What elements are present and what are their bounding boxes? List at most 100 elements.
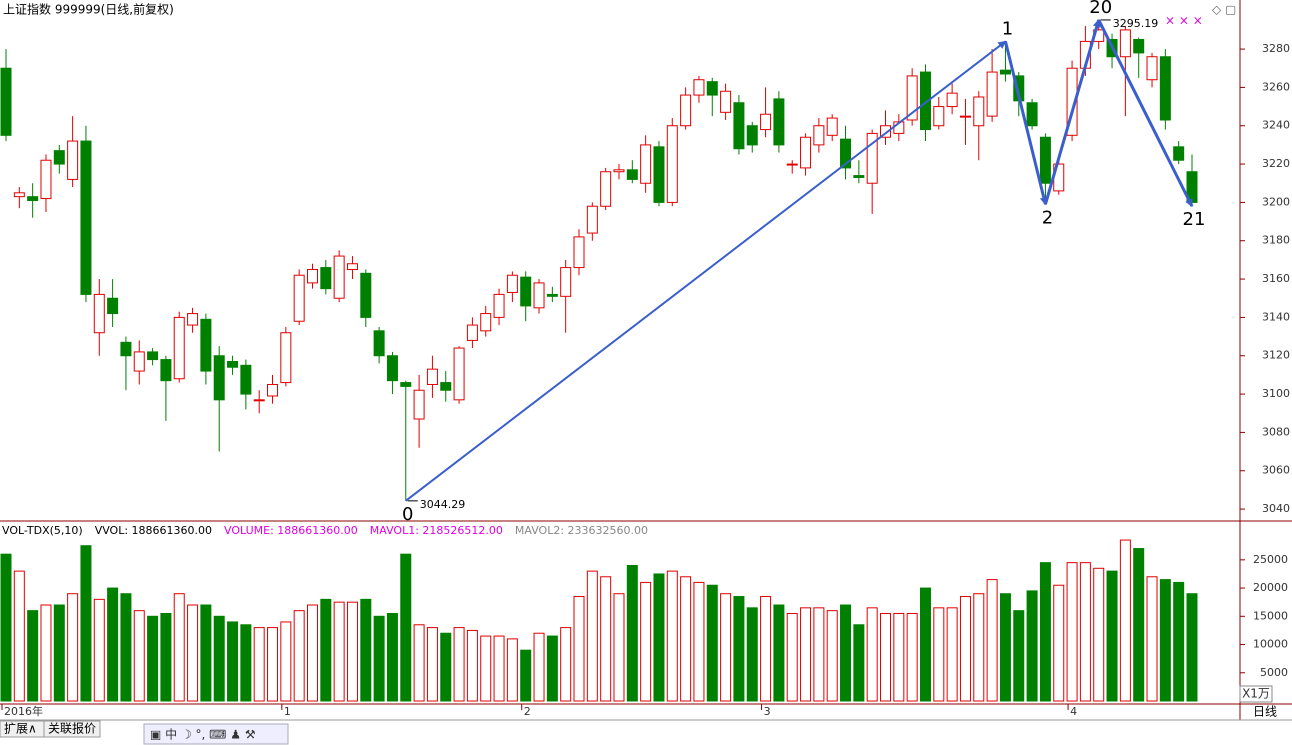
candle-body xyxy=(906,75,918,121)
price-label: 3044.29 xyxy=(420,498,466,511)
candle-body xyxy=(360,272,372,318)
volume-bar xyxy=(720,593,732,702)
wave-label: 0 xyxy=(402,504,413,525)
wave-arrow xyxy=(1097,19,1194,208)
candle-body xyxy=(267,383,279,397)
volume-bar xyxy=(866,607,878,702)
candle-body xyxy=(1066,67,1078,136)
volume-bar xyxy=(933,607,945,702)
candle-body xyxy=(586,205,598,234)
volume-bar xyxy=(840,604,852,702)
volume-bar xyxy=(1159,579,1171,702)
volume-bar xyxy=(440,632,452,702)
volume-bar xyxy=(426,627,438,702)
candle-body xyxy=(733,102,745,150)
candle-body xyxy=(546,293,558,297)
vol-header: VOL-TDX(5,10) xyxy=(2,524,83,537)
volume-bar xyxy=(1146,576,1158,702)
volume-bar xyxy=(240,624,252,702)
volume-bar xyxy=(693,581,705,702)
volume-bar xyxy=(400,553,412,702)
candle-body xyxy=(919,71,931,131)
volume-bar xyxy=(573,596,585,702)
candle-body xyxy=(1119,29,1131,58)
toolbar xyxy=(143,723,289,745)
volume-bar xyxy=(973,593,985,702)
x-tick-label: 2 xyxy=(524,705,531,718)
candle-body xyxy=(506,274,518,293)
icon[interactable]: ◇ ▢ xyxy=(1212,3,1236,17)
candle-body xyxy=(386,355,398,382)
volume-bar xyxy=(160,612,172,702)
volume-bar xyxy=(213,615,225,702)
x-tick-label: 2016年 xyxy=(4,704,43,718)
volume-bar xyxy=(40,604,52,702)
volume-bar xyxy=(200,604,212,702)
wave-arrow xyxy=(1003,41,1048,206)
candle-body xyxy=(1173,146,1185,161)
volume-bar xyxy=(0,553,12,702)
candle-body xyxy=(786,163,798,166)
volume-bar xyxy=(227,621,239,702)
period: 日线 xyxy=(1253,705,1277,719)
candle-body xyxy=(67,140,79,180)
volume-bar xyxy=(999,593,1011,702)
candle-body xyxy=(40,159,52,200)
volume-bar xyxy=(746,607,758,702)
volume-bar xyxy=(826,610,838,702)
candle-body xyxy=(613,169,625,173)
volume-bar xyxy=(346,601,358,702)
volume-bar xyxy=(946,607,958,702)
candle-body xyxy=(413,389,425,420)
volume-bar xyxy=(80,545,92,702)
unit-box xyxy=(1239,685,1273,703)
candle-body xyxy=(306,268,318,284)
vol-header: MAVOL2: 233632560.00 xyxy=(515,524,648,537)
volume-bar xyxy=(533,632,545,702)
y-tick-label: 3100 xyxy=(1262,387,1290,400)
volume-bar xyxy=(133,610,145,702)
candle-body xyxy=(493,293,505,318)
volume-bar xyxy=(1079,562,1091,702)
candle-body xyxy=(746,125,758,146)
candle-body xyxy=(560,267,572,297)
volume-bar xyxy=(546,635,558,702)
volume-bar xyxy=(413,624,425,702)
candle-body xyxy=(880,125,892,138)
candle-body xyxy=(600,171,612,207)
candle-body xyxy=(133,351,145,372)
tab[interactable] xyxy=(43,720,101,738)
candle-body xyxy=(800,136,812,169)
volume-bar xyxy=(386,612,398,702)
vol-y-tick-label: 15000 xyxy=(1253,609,1288,622)
volume-bar xyxy=(493,635,505,702)
toolbar-icons[interactable]: ▣ 中 ☽ °, ⌨ ♟ ⚒ xyxy=(150,727,256,742)
candle-body xyxy=(999,69,1011,75)
candle-body xyxy=(760,113,772,131)
candle-body xyxy=(173,316,185,380)
candle-body xyxy=(280,332,292,384)
volume-bar xyxy=(906,612,918,702)
candle-body xyxy=(93,293,105,334)
y-tick-label: 3280 xyxy=(1262,42,1290,55)
volume-bar xyxy=(880,612,892,702)
candle-body xyxy=(0,67,12,136)
candle-body xyxy=(573,236,585,269)
candle-body xyxy=(400,382,412,387)
candle-body xyxy=(253,399,265,402)
x-tick-label: 1 xyxy=(284,705,291,718)
wave-label: 21 xyxy=(1183,209,1206,230)
volume-bar xyxy=(27,610,39,702)
tab-label[interactable]: 扩展∧ xyxy=(4,722,37,736)
candle-body xyxy=(680,94,692,127)
y-tick-label: 3220 xyxy=(1262,157,1290,170)
volume-bar xyxy=(1119,539,1131,702)
volume-bar xyxy=(600,576,612,702)
volume-bar xyxy=(280,621,292,702)
candle-body xyxy=(533,282,545,309)
volume-bar xyxy=(853,624,865,702)
candle-body xyxy=(1146,56,1158,81)
tab-label[interactable]: 关联报价 xyxy=(48,721,96,736)
volume-bar xyxy=(1133,548,1145,702)
